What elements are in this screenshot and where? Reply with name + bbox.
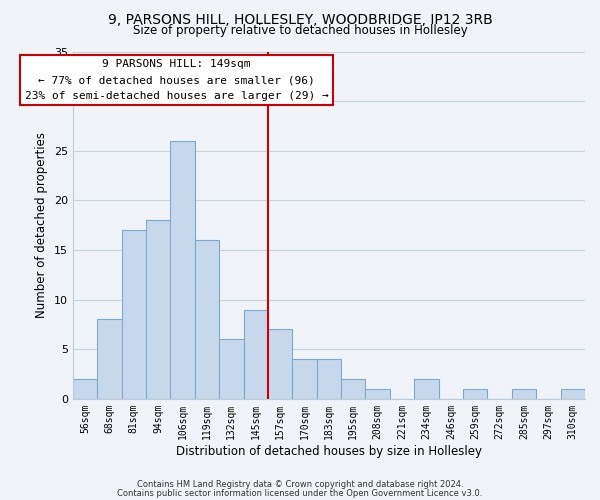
Text: Contains public sector information licensed under the Open Government Licence v3: Contains public sector information licen… bbox=[118, 488, 482, 498]
Bar bbox=[317, 359, 341, 399]
Bar bbox=[365, 389, 390, 399]
Text: Size of property relative to detached houses in Hollesley: Size of property relative to detached ho… bbox=[133, 24, 467, 37]
Bar bbox=[414, 379, 439, 399]
Bar bbox=[146, 220, 170, 399]
Bar bbox=[244, 310, 268, 399]
Bar bbox=[268, 330, 292, 399]
Text: 9 PARSONS HILL: 149sqm
← 77% of detached houses are smaller (96)
23% of semi-det: 9 PARSONS HILL: 149sqm ← 77% of detached… bbox=[25, 60, 328, 100]
Bar bbox=[463, 389, 487, 399]
X-axis label: Distribution of detached houses by size in Hollesley: Distribution of detached houses by size … bbox=[176, 444, 482, 458]
Bar bbox=[122, 230, 146, 399]
Bar bbox=[560, 389, 585, 399]
Bar bbox=[73, 379, 97, 399]
Text: Contains HM Land Registry data © Crown copyright and database right 2024.: Contains HM Land Registry data © Crown c… bbox=[137, 480, 463, 489]
Bar bbox=[170, 141, 195, 399]
Bar bbox=[341, 379, 365, 399]
Bar bbox=[97, 320, 122, 399]
Bar bbox=[292, 359, 317, 399]
Bar bbox=[195, 240, 219, 399]
Bar bbox=[512, 389, 536, 399]
Bar bbox=[219, 340, 244, 399]
Y-axis label: Number of detached properties: Number of detached properties bbox=[35, 132, 48, 318]
Text: 9, PARSONS HILL, HOLLESLEY, WOODBRIDGE, IP12 3RB: 9, PARSONS HILL, HOLLESLEY, WOODBRIDGE, … bbox=[107, 12, 493, 26]
